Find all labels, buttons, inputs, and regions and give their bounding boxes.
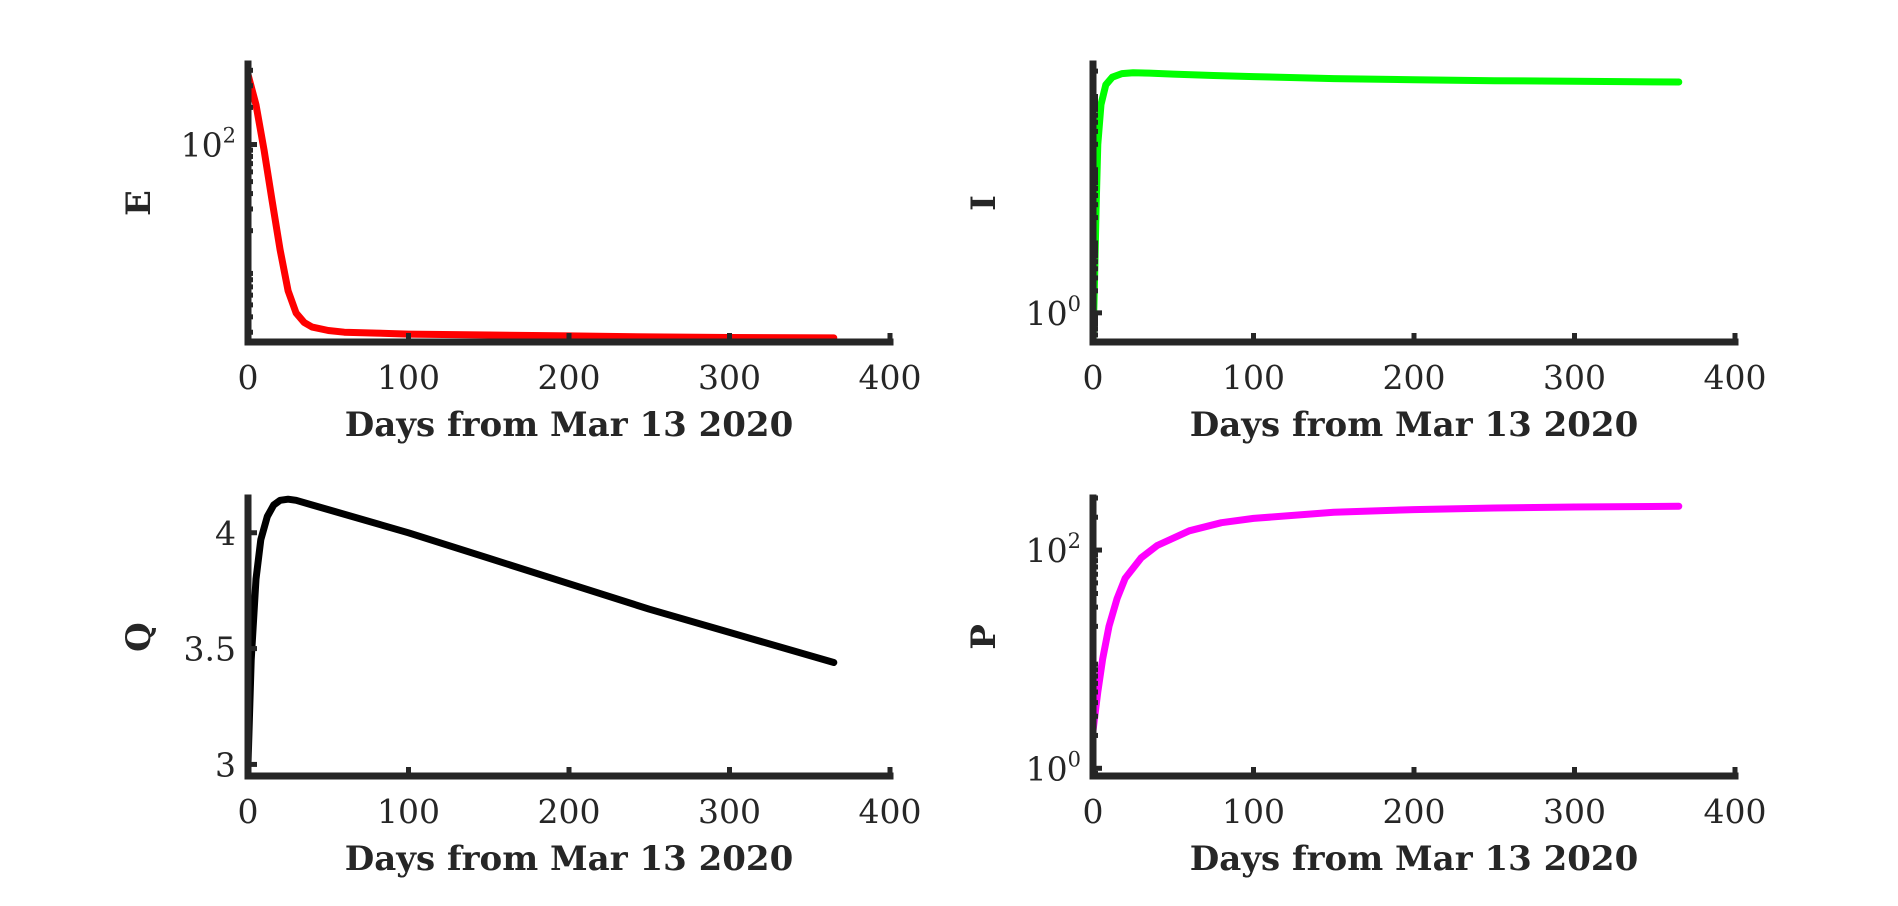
x-tick-label: 400: [859, 358, 922, 397]
x-tick-label: 200: [538, 358, 601, 397]
x-tick-label: 200: [1383, 358, 1446, 397]
x-tick-label: 100: [377, 358, 440, 397]
series-line-p: [1089, 502, 1683, 735]
y-tick-label: 102: [1026, 529, 1081, 570]
x-tick-label: 0: [1083, 358, 1104, 397]
x-tick-label: 0: [1083, 792, 1104, 831]
x-tick-label: 100: [377, 792, 440, 831]
y-tick-label: 100: [1026, 292, 1081, 333]
series-line-i: [1089, 69, 1683, 346]
x-axis-label: Days from Mar 13 2020: [1190, 839, 1638, 879]
chart-e: 0 100 200 300 400 102 Days from Mar 13 2020 E: [119, 60, 922, 445]
x-tick-label: 0: [238, 358, 259, 397]
series-line-q: [244, 495, 838, 768]
y-axis-label: I: [964, 195, 1004, 211]
y-tick-label: 102: [181, 124, 236, 165]
x-axis-label: Days from Mar 13 2020: [1190, 405, 1638, 445]
series-line-e: [244, 71, 838, 342]
x-tick-label: 400: [1704, 792, 1767, 831]
y-tick-label: 4: [215, 514, 236, 553]
x-tick-label: 100: [1222, 792, 1285, 831]
x-tick-label: 400: [859, 792, 922, 831]
y-tick-label: 3: [215, 745, 236, 784]
x-tick-label: 300: [698, 792, 761, 831]
x-axis-label: Days from Mar 13 2020: [345, 405, 793, 445]
y-tick-label: 3.5: [184, 630, 236, 669]
x-tick-label: 200: [538, 792, 601, 831]
x-tick-label: 0: [238, 792, 259, 831]
y-axis-label: E: [119, 190, 159, 216]
chart-q: 0 100 200 300 400 3 3.5 4 Days from Mar 13 2020 Q: [119, 494, 922, 879]
x-tick-label: 200: [1383, 792, 1446, 831]
y-tick-label: 100: [1026, 747, 1081, 788]
x-tick-label: 400: [1704, 358, 1767, 397]
x-tick-label: 100: [1222, 358, 1285, 397]
x-axis-label: Days from Mar 13 2020: [345, 839, 793, 879]
y-axis-label: P: [964, 624, 1004, 650]
y-axis-label: Q: [119, 622, 159, 652]
x-tick-label: 300: [1543, 792, 1606, 831]
x-tick-label: 300: [698, 358, 761, 397]
x-tick-label: 300: [1543, 358, 1606, 397]
